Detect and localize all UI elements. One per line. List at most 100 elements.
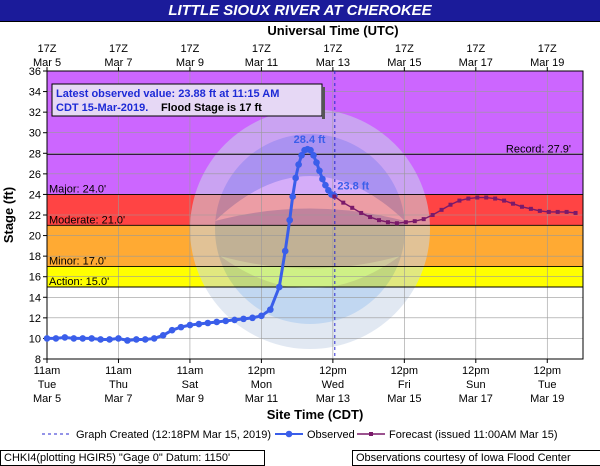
observed-point — [141, 336, 149, 343]
forecast-point — [528, 206, 533, 211]
forecast-point — [385, 220, 390, 225]
observed-point — [133, 336, 140, 343]
x-axis-title: Site Time (CDT) — [267, 407, 364, 422]
observed-point — [177, 323, 185, 331]
observed-point — [289, 193, 296, 200]
observed-point — [292, 174, 299, 182]
forecast-point — [546, 209, 551, 214]
forecast-point — [457, 198, 462, 203]
seal-inner-disc — [215, 134, 405, 324]
y-tick-label: 32 — [29, 107, 41, 119]
top-tick-label: Mar 7 — [104, 57, 132, 69]
bottom-tick-label: 11am — [105, 365, 132, 377]
forecast-point — [537, 208, 542, 213]
forecast-point — [511, 201, 516, 206]
y-tick-label: 22 — [29, 210, 41, 222]
top-tick-label: Mar 15 — [387, 57, 421, 69]
y-axis-title: Stage (ft) — [1, 187, 16, 243]
chart-title: LITTLE SIOUX RIVER AT CHEROKEE — [168, 2, 432, 19]
current-value-label: 23.8 ft — [337, 181, 369, 193]
bottom-tick-label: Thu — [109, 379, 128, 391]
observed-point — [106, 336, 113, 343]
seal-wave-shape — [220, 256, 400, 289]
top-tick-label: Mar 19 — [530, 57, 564, 69]
y-tick-label: 24 — [29, 189, 41, 201]
observed-point — [186, 321, 194, 329]
forecast-line — [333, 195, 576, 224]
forecast-point — [564, 209, 569, 214]
info-box-frame — [51, 83, 323, 117]
bottom-tick-label: Sat — [182, 379, 199, 391]
observed-point — [168, 326, 176, 334]
top-tick-label: 17Z — [466, 43, 485, 55]
observed-point — [313, 159, 320, 166]
observed-point — [249, 314, 256, 322]
bottom-tick-label: Fri — [398, 379, 411, 391]
bottom-tick-label: Mar 11 — [245, 393, 278, 405]
observed-point — [115, 335, 122, 342]
observed-point — [88, 335, 95, 342]
legend-observed-label: Observed — [307, 429, 355, 441]
threshold-label-action: Action: 15.0' — [49, 276, 109, 288]
y-tick-label: 34 — [29, 87, 41, 99]
top-tick-label: 17Z — [395, 43, 414, 55]
threshold-label-record: Record: 27.9' — [506, 143, 571, 155]
observed-point — [97, 336, 104, 343]
peak-label: 28.4 ft — [294, 134, 326, 146]
forecast-point — [350, 205, 355, 210]
y-tick-label: 10 — [29, 333, 41, 345]
bottom-tick-label: 12pm — [534, 365, 562, 377]
top-tick-label: Mar 5 — [33, 57, 61, 69]
top-tick-label: 17Z — [180, 43, 199, 55]
top-tick-label: 17Z — [109, 43, 128, 55]
bottom-tick-label: 12pm — [462, 365, 490, 377]
bottom-tick-label: Mar 13 — [316, 393, 350, 405]
y-tick-label: 20 — [29, 231, 41, 243]
observed-point — [281, 247, 289, 255]
forecast-point — [484, 195, 489, 200]
info-box: Latest observed value: 23.88 ft at 11:15… — [51, 83, 325, 119]
top-tick-label: 17Z — [538, 43, 557, 55]
observed-point — [159, 332, 167, 339]
top-tick-label: 17Z — [252, 43, 271, 55]
forecast-point — [421, 217, 426, 222]
observed-point — [61, 334, 69, 341]
observed-point — [70, 335, 78, 342]
observed-point — [204, 319, 212, 327]
observed-point — [213, 318, 221, 326]
observed-point — [240, 315, 247, 323]
forecast-point — [439, 207, 444, 212]
bottom-tick-label: Tue — [538, 379, 557, 391]
top-tick-label: Mar 11 — [245, 57, 278, 69]
legend-forecast-marker — [369, 432, 373, 436]
bottom-tick-label: 12pm — [391, 365, 419, 377]
forecast-point — [341, 200, 346, 205]
info-box-line2-flood-stage: Flood Stage is 17 ft — [161, 102, 262, 114]
top-tick-label: 17Z — [323, 43, 342, 55]
bottom-tick-label: Tue — [38, 379, 57, 391]
forecast-point — [502, 198, 507, 203]
seal-bird-shape — [215, 176, 405, 221]
bottom-tick-label: Mar 5 — [33, 393, 61, 405]
y-tick-label: 8 — [35, 354, 41, 366]
forecast-point — [412, 219, 417, 224]
threshold-label-minor: Minor: 17.0' — [49, 255, 106, 267]
title-bar: LITTLE SIOUX RIVER AT CHEROKEE — [0, 0, 600, 22]
observed-point — [150, 335, 158, 342]
observed-point — [267, 306, 274, 313]
legend-observed-marker — [285, 430, 293, 438]
forecast-point — [359, 210, 364, 215]
observed-point — [322, 181, 329, 189]
y-tick-label: 14 — [29, 292, 41, 304]
forecast-point — [493, 196, 498, 201]
observed-point — [222, 317, 229, 325]
y-tick-label: 28 — [29, 148, 41, 160]
legend-forecast-label: Forecast (issued 11:00AM Mar 15) — [389, 429, 558, 441]
bottom-tick-label: Mon — [251, 379, 272, 391]
forecast-point — [555, 209, 560, 214]
forecast-point — [448, 202, 453, 207]
observed-point — [319, 175, 326, 183]
bottom-tick-label: Mar 19 — [530, 393, 564, 405]
forecast-point — [332, 194, 337, 199]
top-axis-title: Universal Time (UTC) — [267, 23, 398, 38]
